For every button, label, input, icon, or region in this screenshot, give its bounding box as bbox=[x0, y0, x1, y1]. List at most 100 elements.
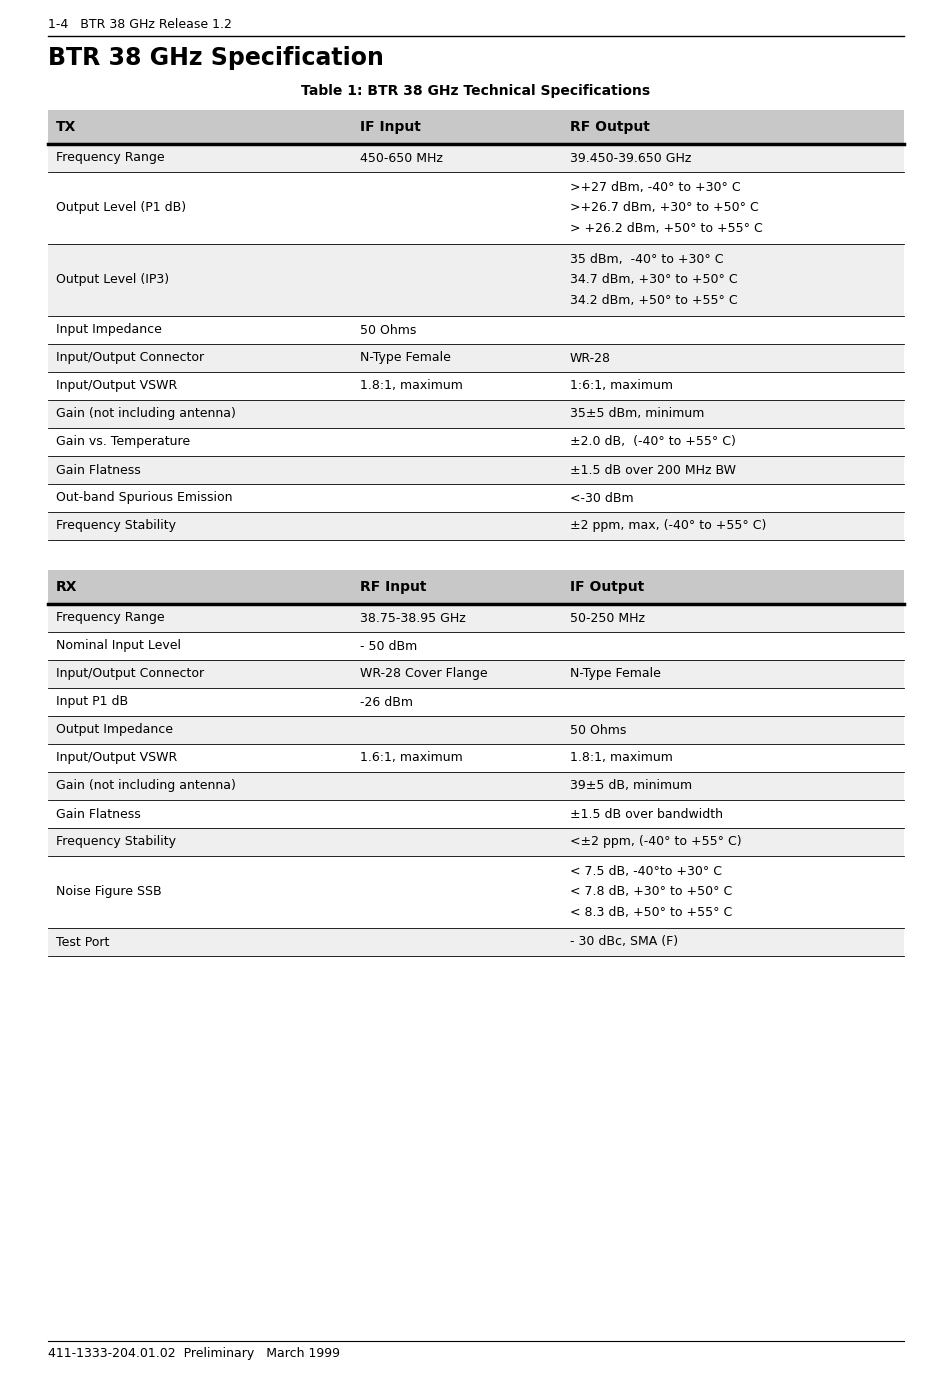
Text: 1:6:1, maximum: 1:6:1, maximum bbox=[569, 379, 673, 393]
Bar bbox=[48, 828, 352, 856]
Bar bbox=[562, 687, 904, 716]
Text: > +26.2 dBm, +50° to +55° C: > +26.2 dBm, +50° to +55° C bbox=[569, 223, 763, 235]
Bar bbox=[352, 484, 562, 512]
Bar bbox=[48, 604, 352, 632]
Bar bbox=[562, 243, 904, 315]
Text: < 7.5 dB, -40°to +30° C: < 7.5 dB, -40°to +30° C bbox=[569, 864, 722, 878]
Bar bbox=[352, 632, 562, 660]
Text: >+27 dBm, -40° to +30° C: >+27 dBm, -40° to +30° C bbox=[569, 181, 741, 194]
Bar bbox=[562, 660, 904, 687]
Text: ±2 ppm, max, (-40° to +55° C): ±2 ppm, max, (-40° to +55° C) bbox=[569, 520, 766, 532]
Bar bbox=[352, 687, 562, 716]
Text: N-Type Female: N-Type Female bbox=[569, 668, 661, 680]
Bar bbox=[562, 928, 904, 956]
Text: Table 1: BTR 38 GHz Technical Specifications: Table 1: BTR 38 GHz Technical Specificat… bbox=[302, 84, 650, 98]
Bar bbox=[352, 828, 562, 856]
Bar bbox=[48, 687, 352, 716]
Text: Input P1 dB: Input P1 dB bbox=[56, 696, 129, 708]
Text: Frequency Stability: Frequency Stability bbox=[56, 520, 176, 532]
Bar bbox=[48, 716, 352, 744]
Bar bbox=[48, 243, 352, 315]
Text: Test Port: Test Port bbox=[56, 935, 109, 949]
Text: RF Output: RF Output bbox=[569, 120, 649, 134]
Bar bbox=[562, 570, 904, 604]
Bar bbox=[352, 716, 562, 744]
Text: Frequency Range: Frequency Range bbox=[56, 611, 165, 625]
Bar bbox=[48, 512, 352, 539]
Text: Noise Figure SSB: Noise Figure SSB bbox=[56, 885, 162, 899]
Text: - 30 dBc, SMA (F): - 30 dBc, SMA (F) bbox=[569, 935, 678, 949]
Text: Gain Flatness: Gain Flatness bbox=[56, 463, 141, 477]
Bar bbox=[48, 344, 352, 372]
Text: < 7.8 dB, +30° to +50° C: < 7.8 dB, +30° to +50° C bbox=[569, 885, 732, 899]
Text: RF Input: RF Input bbox=[360, 579, 426, 595]
Bar bbox=[352, 315, 562, 344]
Text: 50 Ohms: 50 Ohms bbox=[569, 723, 626, 737]
Bar bbox=[562, 512, 904, 539]
Bar bbox=[352, 570, 562, 604]
Bar bbox=[48, 799, 352, 828]
Bar bbox=[48, 400, 352, 427]
Bar bbox=[562, 111, 904, 144]
Bar bbox=[562, 632, 904, 660]
Text: Gain (not including antenna): Gain (not including antenna) bbox=[56, 780, 236, 792]
Text: Nominal Input Level: Nominal Input Level bbox=[56, 639, 181, 653]
Bar bbox=[48, 427, 352, 456]
Text: Output Impedance: Output Impedance bbox=[56, 723, 173, 737]
Text: BTR 38 GHz Specification: BTR 38 GHz Specification bbox=[48, 46, 384, 71]
Bar bbox=[352, 799, 562, 828]
Text: Input/Output VSWR: Input/Output VSWR bbox=[56, 751, 177, 765]
Text: 34.2 dBm, +50° to +55° C: 34.2 dBm, +50° to +55° C bbox=[569, 295, 737, 307]
Bar bbox=[562, 144, 904, 171]
Text: WR-28 Cover Flange: WR-28 Cover Flange bbox=[360, 668, 487, 680]
Text: <±2 ppm, (-40° to +55° C): <±2 ppm, (-40° to +55° C) bbox=[569, 835, 742, 849]
Bar bbox=[352, 928, 562, 956]
Bar bbox=[48, 111, 352, 144]
Bar bbox=[562, 799, 904, 828]
Text: Frequency Range: Frequency Range bbox=[56, 152, 165, 165]
Text: Gain vs. Temperature: Gain vs. Temperature bbox=[56, 436, 190, 448]
Bar bbox=[352, 856, 562, 928]
Text: 35±5 dBm, minimum: 35±5 dBm, minimum bbox=[569, 408, 704, 420]
Bar bbox=[562, 828, 904, 856]
Text: >+26.7 dBm, +30° to +50° C: >+26.7 dBm, +30° to +50° C bbox=[569, 202, 759, 214]
Text: - 50 dBm: - 50 dBm bbox=[360, 639, 417, 653]
Text: IF Output: IF Output bbox=[569, 579, 644, 595]
Text: Frequency Stability: Frequency Stability bbox=[56, 835, 176, 849]
Text: N-Type Female: N-Type Female bbox=[360, 351, 450, 365]
Bar bbox=[352, 144, 562, 171]
Bar bbox=[48, 372, 352, 400]
Bar bbox=[562, 856, 904, 928]
Bar bbox=[352, 604, 562, 632]
Bar bbox=[48, 570, 352, 604]
Text: 450-650 MHz: 450-650 MHz bbox=[360, 152, 443, 165]
Bar bbox=[352, 111, 562, 144]
Bar bbox=[48, 928, 352, 956]
Bar bbox=[352, 344, 562, 372]
Text: ±1.5 dB over 200 MHz BW: ±1.5 dB over 200 MHz BW bbox=[569, 463, 736, 477]
Bar bbox=[48, 456, 352, 484]
Bar bbox=[352, 427, 562, 456]
Bar bbox=[352, 772, 562, 799]
Text: Input/Output Connector: Input/Output Connector bbox=[56, 668, 204, 680]
Bar bbox=[562, 772, 904, 799]
Bar bbox=[48, 144, 352, 171]
Bar bbox=[352, 372, 562, 400]
Bar bbox=[352, 660, 562, 687]
Bar bbox=[48, 315, 352, 344]
Text: ±1.5 dB over bandwidth: ±1.5 dB over bandwidth bbox=[569, 808, 723, 820]
Text: Out-band Spurious Emission: Out-band Spurious Emission bbox=[56, 491, 232, 505]
Bar bbox=[562, 344, 904, 372]
Bar bbox=[48, 660, 352, 687]
Bar bbox=[562, 315, 904, 344]
Bar bbox=[352, 243, 562, 315]
Text: 411-1333-204.01.02  Preliminary   March 1999: 411-1333-204.01.02 Preliminary March 199… bbox=[48, 1347, 340, 1359]
Text: -26 dBm: -26 dBm bbox=[360, 696, 413, 708]
Text: 35 dBm,  -40° to +30° C: 35 dBm, -40° to +30° C bbox=[569, 253, 724, 266]
Text: 1.8:1, maximum: 1.8:1, maximum bbox=[569, 751, 672, 765]
Bar bbox=[562, 400, 904, 427]
Text: ±2.0 dB,  (-40° to +55° C): ±2.0 dB, (-40° to +55° C) bbox=[569, 436, 736, 448]
Text: Input/Output VSWR: Input/Output VSWR bbox=[56, 379, 177, 393]
Bar bbox=[48, 171, 352, 243]
Bar bbox=[562, 716, 904, 744]
